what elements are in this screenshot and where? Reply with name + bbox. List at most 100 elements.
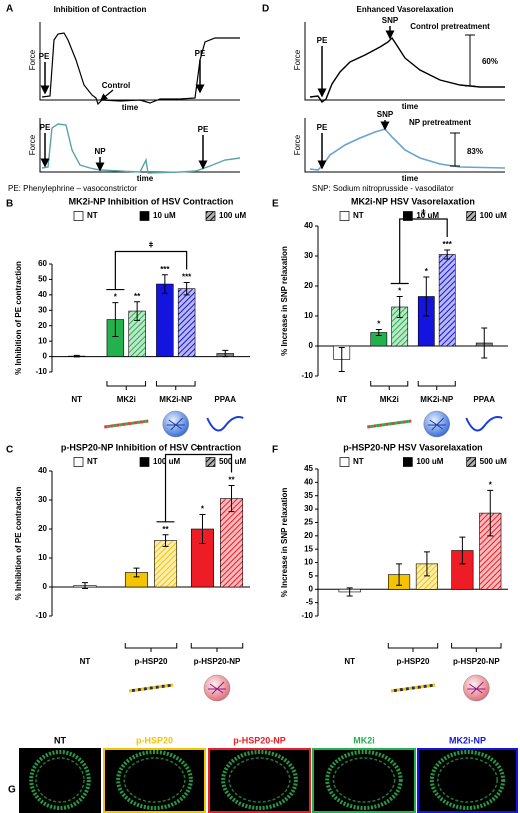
icon: [367, 419, 412, 429]
y-tick-label: 10: [38, 553, 47, 562]
y-tick-label: 10: [304, 311, 313, 320]
error-bar: [396, 563, 403, 586]
legend-swatch: [402, 457, 413, 467]
y-tick-label: 20: [38, 524, 47, 533]
significance-stars: *: [201, 505, 205, 514]
significance-symbol: ǂ: [196, 444, 201, 453]
icon: [104, 419, 149, 429]
legend-label: 100 uM: [153, 457, 180, 466]
panel-letter: G: [8, 785, 16, 796]
y-tick-label: 50: [38, 275, 47, 284]
significance-stars: *: [114, 293, 118, 302]
caption: PE: Phenylephrine – vasoconstrictor: [8, 184, 137, 193]
panel-letter: F: [272, 445, 278, 456]
y-tick-label: 40: [38, 290, 47, 299]
axis-label: Force: [28, 134, 37, 155]
error-bar: [487, 489, 494, 537]
tissue-ring: [437, 757, 498, 803]
legend-swatch: [73, 211, 84, 221]
micrograph: [19, 748, 101, 813]
icon: [206, 416, 244, 432]
panel-letter: B: [6, 199, 13, 210]
significance-stars: ***: [443, 240, 453, 249]
chart-title: MK2i-NP Inhibition of HSV Contraction: [69, 196, 234, 206]
error-bar: [162, 534, 169, 547]
icon: [128, 683, 174, 693]
icon: [427, 417, 446, 431]
legend-swatch: [73, 457, 84, 467]
error-bar: [183, 282, 190, 296]
legend-label: NT: [87, 457, 98, 466]
group-label: MK2i: [380, 395, 399, 404]
group-bracket: [106, 381, 147, 390]
error-bar: [423, 551, 430, 577]
trace-label: PE: [317, 123, 328, 132]
group-label: MK2i-NP: [420, 395, 454, 404]
significance-bracket: [106, 250, 188, 291]
arrow: [100, 89, 114, 101]
group-label: p-HSP20: [397, 657, 430, 666]
legend-label: 10 uM: [416, 211, 439, 220]
chart-title: MK2i-NP HSV Vasorelaxation: [351, 196, 475, 206]
y-tick-label: 20: [38, 321, 47, 330]
y-axis-label: % Increase in SNP relaxation: [280, 488, 289, 598]
trace-label: PE: [198, 125, 209, 134]
panel-title: Enhanced Vasorelaxation: [357, 5, 454, 14]
chart-title: p-HSP20-NP Inhibition of HSV Contraction: [61, 442, 241, 452]
panel-title: Inhibition of Contraction: [54, 5, 147, 14]
trace: [41, 32, 240, 106]
significance-stars: **: [162, 525, 169, 534]
y-tick-label: 40: [38, 466, 47, 475]
tissue-ring: [116, 750, 193, 810]
y-axis-label: % Increase in SNP relaxation: [280, 246, 289, 356]
y-tick-label: 0: [309, 584, 314, 593]
icon: [467, 681, 486, 695]
y-tick-label: -10: [35, 611, 47, 620]
legend-label: 500 uM: [219, 457, 246, 466]
significance-stars: *: [425, 267, 429, 276]
y-tick-label: 25: [304, 518, 313, 527]
legend-label: 100 uM: [480, 211, 507, 220]
error-bar: [444, 249, 451, 260]
y-tick-label: -10: [301, 371, 313, 380]
group-label: NT: [344, 657, 355, 666]
y-tick-label: 45: [304, 464, 313, 473]
group-label: NT: [336, 395, 347, 404]
error-bar: [338, 347, 345, 372]
legend-label: 100 uM: [219, 211, 246, 220]
error-bar: [228, 485, 235, 513]
y-tick-label: 20: [304, 281, 313, 290]
axis-label: Force: [293, 134, 302, 155]
y-tick-label: 40: [304, 477, 313, 486]
icon: [203, 674, 231, 702]
percent-label: 83%: [467, 147, 483, 156]
axis: [304, 118, 505, 173]
y-tick-label: -10: [35, 367, 47, 376]
legend-label: 10 uM: [153, 211, 176, 220]
group-label: MK2i-NP: [159, 395, 193, 404]
annotation: NP pretreatment: [409, 118, 471, 127]
y-tick-label: 0: [309, 341, 314, 350]
axis-label: Force: [28, 49, 37, 70]
error-bar: [481, 327, 488, 359]
tissue-ring: [221, 750, 298, 810]
axis-label: time: [137, 174, 154, 183]
icon: [208, 681, 226, 695]
legend-swatch: [339, 211, 350, 221]
trace: [41, 123, 241, 174]
percent-label: 60%: [482, 57, 498, 66]
tissue-ring: [123, 757, 186, 803]
axis: [39, 118, 240, 173]
panel-letter: D: [262, 4, 269, 15]
error-bar: [82, 582, 88, 589]
icon: [465, 416, 503, 432]
significance-stars: *: [398, 287, 402, 296]
group-bracket: [451, 643, 502, 652]
error-bar: [112, 302, 119, 338]
y-axis-label: % Inhibition of PE contraction: [14, 487, 23, 601]
legend-swatch: [402, 211, 413, 221]
group-label: p-HSP20: [135, 657, 168, 666]
image-label: NT: [54, 735, 66, 745]
legend-swatch: [139, 211, 150, 221]
error-bar: [459, 536, 466, 565]
